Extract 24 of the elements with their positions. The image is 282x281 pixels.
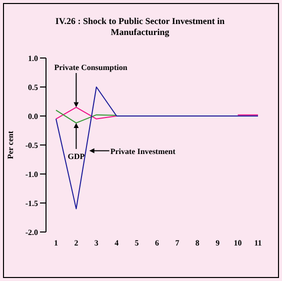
y-tick-label: 0.5 xyxy=(28,82,38,92)
chart-title: IV.26 : Shock to Public Sector Investment in Manufacturing xyxy=(54,16,226,38)
x-tick-label: 10 xyxy=(234,238,242,248)
x-tick-label: 8 xyxy=(195,238,200,248)
annotation: GDP xyxy=(68,152,85,161)
x-tick-label: 6 xyxy=(155,238,159,248)
x-tick-label: 1 xyxy=(54,238,58,248)
x-tick-label: 7 xyxy=(175,238,180,248)
y-tick-label: 0.0 xyxy=(28,112,38,121)
x-tick-label: 9 xyxy=(216,238,220,248)
annotation: Private Investment xyxy=(110,146,176,156)
y-axis-title: Per cent xyxy=(6,130,15,160)
y-tick-label: 1.0 xyxy=(28,54,38,63)
y-tick-label: -2.0 xyxy=(25,228,38,237)
x-tick-label: 2 xyxy=(74,238,78,248)
y-tick-label: -1.5 xyxy=(25,198,38,208)
x-tick-label: 11 xyxy=(254,238,262,248)
x-tick-label: 5 xyxy=(134,238,139,248)
annotation: Private Consumption xyxy=(54,63,128,72)
x-tick-label: 4 xyxy=(114,238,119,248)
line-series xyxy=(56,86,258,210)
y-tick-label: -0.5 xyxy=(25,140,38,150)
x-tick-label: 3 xyxy=(94,238,98,248)
y-tick-label: -1.0 xyxy=(25,170,38,179)
